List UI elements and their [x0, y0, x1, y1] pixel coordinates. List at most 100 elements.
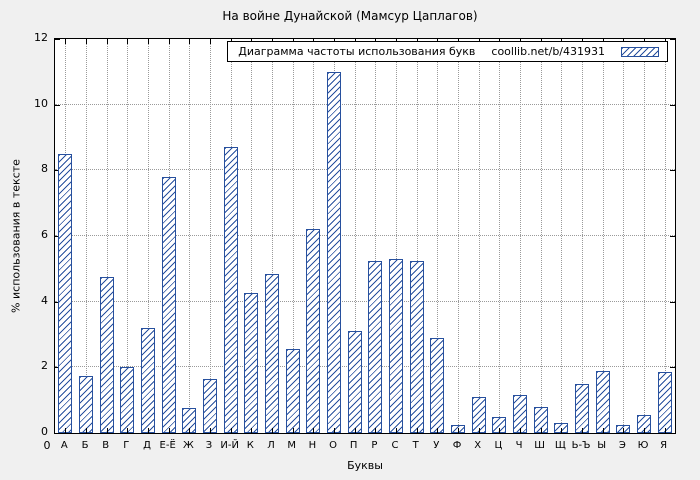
- x-tick-mark: [582, 428, 583, 433]
- x-tick-label: Г: [123, 440, 130, 451]
- bar: [141, 327, 155, 433]
- x-tick-mark: [354, 428, 356, 433]
- x-tick-label: Т: [412, 440, 419, 451]
- x-tick-label: В: [102, 440, 110, 451]
- bar: [99, 277, 114, 433]
- y-tick-mark: [55, 170, 60, 172]
- x-tick-mark: [106, 428, 108, 433]
- x-tick-mark: [458, 428, 459, 433]
- x-tick-label: З: [205, 440, 213, 451]
- bar: [657, 372, 672, 433]
- x-tick-mark: [168, 428, 170, 433]
- x-tick-mark: [86, 39, 87, 44]
- bar: [182, 408, 197, 433]
- plot-area: Диаграмма частоты использования букв coo…: [54, 38, 676, 434]
- x-gridline: [148, 39, 149, 433]
- x-tick-mark: [292, 428, 294, 433]
- y-tick-mark: [55, 301, 60, 303]
- x-gridline: [251, 39, 253, 433]
- bar: [575, 383, 589, 433]
- x-tick-label: Л: [267, 440, 275, 451]
- x-tick-mark: [65, 39, 67, 44]
- x-tick-label: Я: [660, 440, 668, 451]
- x-tick-label: Ж: [182, 440, 194, 451]
- x-gridline: [623, 39, 625, 433]
- y-tick-label: 0: [41, 425, 48, 438]
- bar: [492, 416, 507, 433]
- x-tick-label: Р: [371, 440, 378, 451]
- x-tick-mark: [65, 428, 67, 433]
- x-gridline: [582, 39, 583, 433]
- x-tick-label: Д: [143, 440, 151, 451]
- x-gridline: [292, 39, 294, 433]
- x-tick-label: А: [60, 440, 68, 451]
- x-tick-label: Ь-Ъ: [571, 440, 591, 451]
- x-gridline: [664, 39, 666, 433]
- y-tick-label: 8: [41, 162, 48, 176]
- bar: [595, 370, 610, 433]
- bar: [265, 273, 279, 433]
- x-tick-label: Ш: [534, 440, 545, 451]
- bar: [513, 395, 527, 433]
- origin-tick-label: 0: [43, 439, 51, 452]
- chart-title: На войне Дунайской (Мамсур Цаплагов): [222, 9, 478, 23]
- bar: [203, 378, 217, 433]
- x-gridline: [478, 39, 480, 433]
- bar: [244, 293, 259, 433]
- bar: [409, 260, 424, 433]
- x-gridline: [106, 39, 108, 433]
- legend-swatch-hatched: [621, 46, 659, 57]
- x-tick-mark: [520, 428, 521, 433]
- x-gridline: [540, 39, 542, 433]
- x-tick-label: У: [433, 440, 440, 451]
- bar: [533, 406, 548, 433]
- x-gridline: [458, 39, 459, 433]
- x-gridline: [602, 39, 604, 433]
- x-tick-mark: [375, 428, 377, 433]
- x-gridline: [86, 39, 87, 433]
- x-tick-mark: [251, 428, 253, 433]
- x-gridline: [437, 39, 439, 433]
- x-tick-mark: [437, 428, 439, 433]
- x-tick-mark: [148, 428, 149, 433]
- x-tick-mark: [189, 39, 191, 44]
- x-tick-mark: [540, 428, 542, 433]
- y-tick-mark: [670, 433, 675, 434]
- x-tick-label: Н: [308, 440, 317, 451]
- y-tick-mark: [55, 104, 60, 106]
- x-tick-label: Ц: [494, 440, 503, 451]
- y-tick-mark: [55, 39, 60, 40]
- y-gridline: [55, 235, 675, 236]
- x-tick-mark: [210, 39, 211, 44]
- bar: [430, 337, 445, 433]
- x-axis-title: Буквы: [347, 459, 383, 472]
- x-gridline: [354, 39, 356, 433]
- bar: [161, 176, 176, 433]
- bar: [58, 153, 73, 433]
- x-gridline: [396, 39, 397, 433]
- x-gridline: [210, 39, 211, 433]
- x-tick-mark: [623, 428, 625, 433]
- y-tick-mark: [55, 236, 60, 237]
- bar: [79, 375, 93, 433]
- x-tick-label: Е-Ё: [159, 440, 176, 451]
- x-tick-label: Щ: [554, 440, 566, 451]
- x-tick-mark: [313, 428, 315, 433]
- x-tick-mark: [334, 428, 335, 433]
- y-tick-label: 6: [41, 228, 48, 241]
- y-tick-mark: [670, 367, 675, 369]
- x-tick-mark: [230, 428, 232, 433]
- bar: [327, 71, 341, 433]
- bar: [389, 258, 403, 433]
- x-tick-label: Э: [618, 440, 626, 451]
- bar: [223, 147, 238, 433]
- x-tick-mark: [478, 428, 480, 433]
- x-gridline: [499, 39, 501, 433]
- x-tick-mark: [210, 428, 211, 433]
- x-gridline: [375, 39, 377, 433]
- y-tick-mark: [670, 301, 675, 303]
- x-tick-mark: [189, 428, 191, 433]
- x-gridline: [644, 39, 645, 433]
- x-tick-label: Б: [81, 440, 89, 451]
